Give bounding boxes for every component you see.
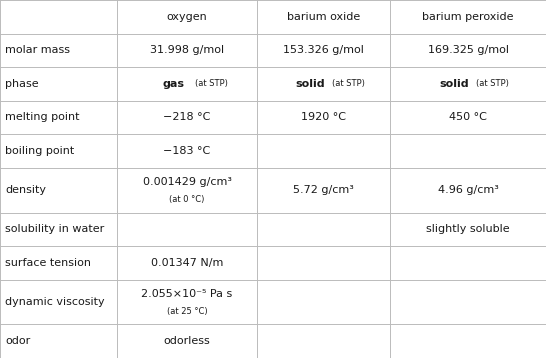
Text: barium peroxide: barium peroxide xyxy=(423,12,514,22)
Text: solubility in water: solubility in water xyxy=(5,224,105,234)
Text: (at 0 °C): (at 0 °C) xyxy=(169,195,205,204)
Text: slightly soluble: slightly soluble xyxy=(426,224,510,234)
Text: solid: solid xyxy=(440,79,470,89)
Text: 450 °C: 450 °C xyxy=(449,112,487,122)
Text: oxygen: oxygen xyxy=(167,12,207,22)
Text: boiling point: boiling point xyxy=(5,146,75,156)
Text: (at STP): (at STP) xyxy=(476,79,509,88)
Text: dynamic viscosity: dynamic viscosity xyxy=(5,297,105,307)
Text: (at 25 °C): (at 25 °C) xyxy=(167,308,207,316)
Text: molar mass: molar mass xyxy=(5,45,70,55)
Text: 2.055×10⁻⁵ Pa s: 2.055×10⁻⁵ Pa s xyxy=(141,289,233,299)
Text: solid: solid xyxy=(295,79,325,89)
Text: odor: odor xyxy=(5,336,31,346)
Text: phase: phase xyxy=(5,79,39,89)
Text: 153.326 g/mol: 153.326 g/mol xyxy=(283,45,364,55)
Text: odorless: odorless xyxy=(164,336,210,346)
Text: 4.96 g/cm³: 4.96 g/cm³ xyxy=(438,185,498,195)
Text: (at STP): (at STP) xyxy=(195,79,228,88)
Text: 0.001429 g/cm³: 0.001429 g/cm³ xyxy=(143,178,232,187)
Text: (at STP): (at STP) xyxy=(331,79,365,88)
Text: 1920 °C: 1920 °C xyxy=(301,112,346,122)
Text: melting point: melting point xyxy=(5,112,80,122)
Text: −218 °C: −218 °C xyxy=(163,112,211,122)
Text: 0.01347 N/m: 0.01347 N/m xyxy=(151,258,223,268)
Text: 169.325 g/mol: 169.325 g/mol xyxy=(428,45,509,55)
Text: gas: gas xyxy=(162,79,185,89)
Text: 5.72 g/cm³: 5.72 g/cm³ xyxy=(293,185,354,195)
Text: −183 °C: −183 °C xyxy=(163,146,211,156)
Text: surface tension: surface tension xyxy=(5,258,92,268)
Text: barium oxide: barium oxide xyxy=(287,12,360,22)
Text: 31.998 g/mol: 31.998 g/mol xyxy=(150,45,224,55)
Text: density: density xyxy=(5,185,46,195)
